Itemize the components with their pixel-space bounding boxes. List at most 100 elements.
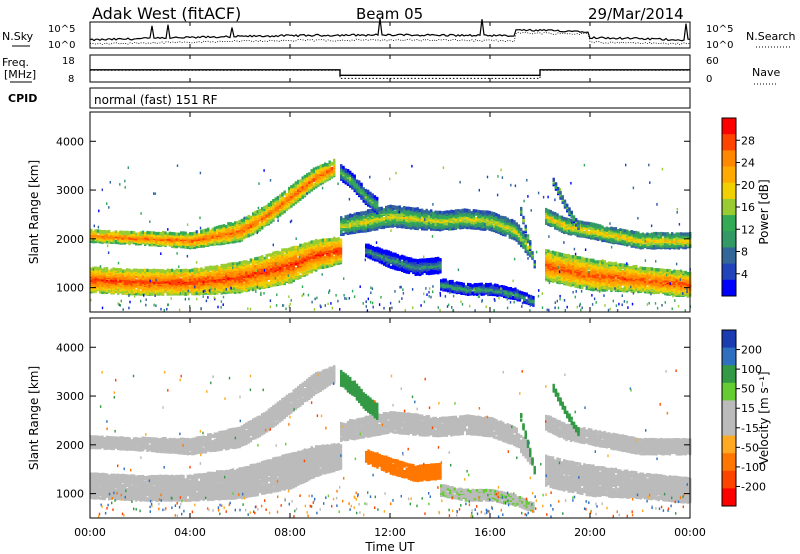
echo-cell [664,284,667,289]
echo-cell [258,256,262,260]
echo-cell [603,285,606,289]
echo-cell [234,233,237,237]
echo-cell [137,276,140,280]
echo-cell [96,284,100,288]
echo-cell [96,287,100,291]
echo-cell [594,285,597,289]
echo-cell [92,239,95,243]
echo-cell [110,231,113,236]
echo-cell [175,287,178,291]
echo-cell [258,208,262,212]
echo-cell [653,290,656,294]
echo-cell [99,280,102,284]
echo-cell [200,267,203,271]
echo-cell [119,235,122,239]
echo-cell [231,279,235,283]
echo-cell [231,232,235,236]
echo-cell [276,259,280,263]
echo-cell [662,281,665,285]
echo-cell [204,266,208,270]
echo-cell [560,257,564,261]
echo-cell [96,277,100,281]
echo-cell [265,210,268,214]
echo-cell [666,268,669,273]
echo-cell [238,265,241,269]
echo-cell [243,231,246,236]
echo-cell [99,277,102,281]
echo-cell [135,232,138,236]
echo-cell [249,264,253,268]
echo-cell [297,257,300,261]
echo-cell [664,273,667,278]
echo-cell [324,263,327,267]
echo-cell [231,222,235,226]
echo-cell [648,280,651,284]
echo-cell [648,285,651,289]
echo-cell [312,265,316,269]
echo-cell [193,241,196,245]
echo-cell [330,260,334,264]
echo-cell [155,231,158,236]
echo-cell [119,282,122,286]
echo-cell [200,229,203,233]
echo-cell [184,241,187,245]
echo-cell [283,248,286,252]
echo-cell [99,266,102,270]
echo-cell [162,241,165,245]
echo-cell [594,281,597,285]
echo-cell [684,284,687,288]
echo-cell [222,278,226,282]
echo-cell [317,247,320,251]
echo-cell [166,268,169,272]
echo-cell [258,222,262,226]
echo-cell [117,285,120,289]
echo-cell [261,211,264,215]
nsky-right-tick-top: 10^5 [706,24,733,35]
echo-cell [103,229,106,234]
echo-cell [617,284,620,288]
echo-cell [337,249,340,254]
echo-cell [171,291,174,295]
echo-cell [648,276,651,280]
echo-cell [245,222,248,227]
echo-cell [578,278,582,282]
echo-cell [189,269,192,273]
echo-cell [132,241,136,245]
echo-cell [182,268,185,272]
echo-cell [583,283,586,287]
echo-cell [204,289,208,294]
echo-cell [299,262,302,267]
echo-cell [240,262,244,266]
echo-cell [103,279,106,283]
echo-cell [238,282,241,286]
echo-cell [225,235,228,239]
echo-cell [279,211,282,216]
echo-cell [114,277,118,281]
echo-cell [99,229,102,233]
echo-cell [180,240,183,244]
echo-cell [628,277,631,281]
echo-cell [551,255,555,259]
echo-cell [583,270,586,274]
echo-cell [155,242,158,246]
echo-cell [317,253,320,257]
echo-cell [105,230,109,234]
echo-cell [153,238,156,242]
echo-cell [202,243,205,247]
echo-cell [198,235,201,239]
echo-cell [211,281,214,286]
echo-cell [96,239,100,243]
echo-cell [213,237,217,241]
echo-cell [252,260,255,264]
echo-cell [211,234,214,238]
echo-cell [96,229,100,233]
echo-cell [626,267,629,271]
echo-cell [166,235,169,239]
echo-cell [310,248,313,252]
echo-cell [240,289,244,293]
echo-cell [193,267,196,271]
echo-cell [112,287,115,291]
echo-cell [274,209,277,213]
echo-cell [270,281,273,285]
echo-cell [243,260,246,264]
